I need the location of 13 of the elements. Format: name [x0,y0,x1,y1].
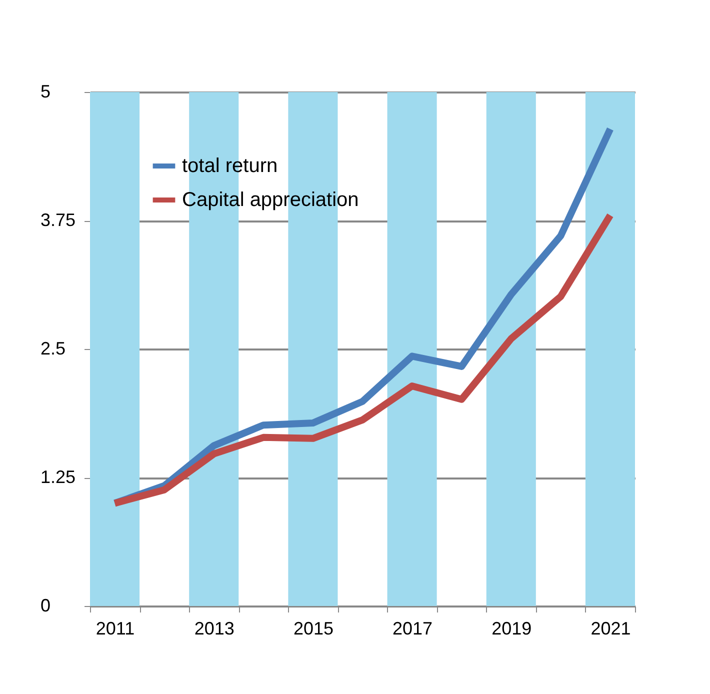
x-tick-label: 2013 [194,618,234,638]
y-tick-label: 3.75 [40,210,76,230]
x-tick-label: 2015 [293,618,334,638]
x-tick-label: 2017 [392,618,433,638]
legend-label: total return [182,155,278,177]
y-tick-label: 1.25 [40,467,76,487]
legend-label: Capital appreciation [182,189,359,211]
y-tick-label: 2.5 [40,338,66,358]
x-tick-label: 2019 [492,618,532,638]
x-tick-label: 2011 [96,618,135,638]
y-tick-label: 5 [40,82,51,102]
x-tick-label: 2021 [590,618,631,638]
y-tick-label: 0 [40,596,51,616]
